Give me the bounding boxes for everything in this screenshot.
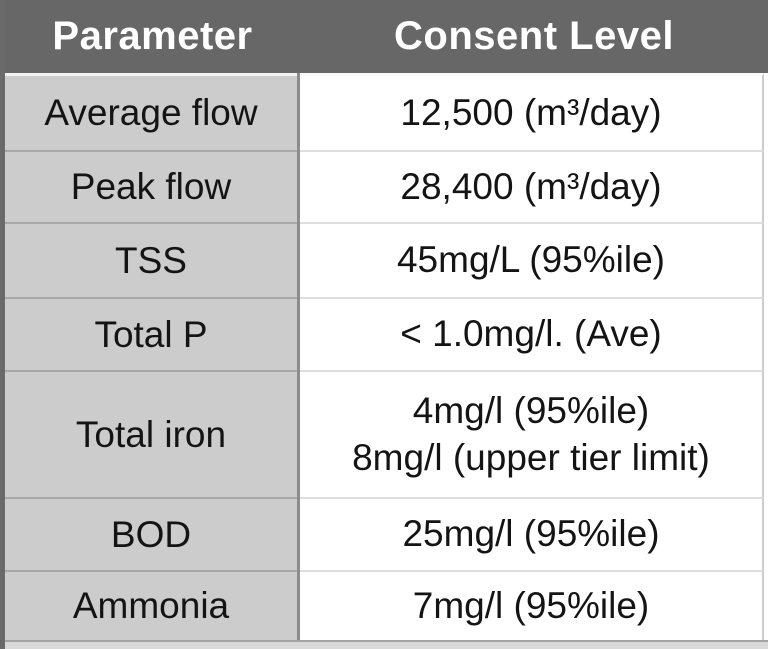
consent-level-cell: 25mg/l (95%ile) <box>300 497 764 570</box>
column-divider <box>297 370 300 497</box>
consent-level-cell: 4mg/l (95%ile) 8mg/l (upper tier limit) <box>300 370 764 497</box>
table-row: Total iron 4mg/l (95%ile) 8mg/l (upper t… <box>5 370 768 497</box>
consent-level-cell: 28,400 (m³/day) <box>300 150 764 222</box>
parameter-cell: TSS <box>5 222 297 297</box>
column-divider <box>297 222 300 297</box>
table-header-row: Parameter Consent Level <box>5 0 768 73</box>
column-divider <box>297 73 300 150</box>
table-row: BOD 25mg/l (95%ile) <box>5 497 768 570</box>
column-divider <box>297 150 300 222</box>
parameter-cell: Peak flow <box>5 150 297 222</box>
consent-level-cell: 45mg/L (95%ile) <box>300 222 764 297</box>
column-header-parameter: Parameter <box>52 14 253 58</box>
column-divider <box>297 570 300 640</box>
parameter-cell: Average flow <box>5 73 297 150</box>
table-row: Average flow 12,500 (m³/day) <box>5 73 768 150</box>
table-row: Peak flow 28,400 (m³/day) <box>5 150 768 222</box>
table-row: Ammonia 7mg/l (95%ile) <box>5 570 768 640</box>
consent-level-cell: < 1.0mg/l. (Ave) <box>300 297 764 370</box>
parameter-cell: BOD <box>5 497 297 570</box>
column-divider <box>297 297 300 370</box>
table-bottom-border <box>5 640 768 649</box>
column-divider <box>297 497 300 570</box>
column-header-consent-level: Consent Level <box>394 14 674 58</box>
parameter-cell: Total P <box>5 297 297 370</box>
consent-level-cell: 7mg/l (95%ile) <box>300 570 764 640</box>
parameter-cell: Total iron <box>5 370 297 497</box>
table-row: Total P < 1.0mg/l. (Ave) <box>5 297 768 370</box>
table-row: TSS 45mg/L (95%ile) <box>5 222 768 297</box>
consent-level-cell: 12,500 (m³/day) <box>300 73 764 150</box>
parameter-cell: Ammonia <box>5 570 297 640</box>
